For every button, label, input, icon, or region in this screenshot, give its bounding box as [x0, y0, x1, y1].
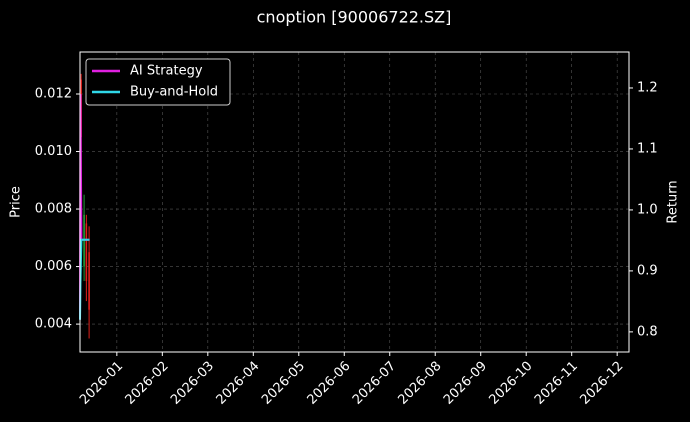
y2-tick-label: 0.9 — [637, 263, 658, 278]
y-tick-label: 0.006 — [35, 259, 72, 274]
legend-label: AI Strategy — [130, 64, 203, 79]
y2-tick-label: 1.0 — [637, 202, 658, 217]
plot-frame — [79, 51, 630, 353]
y2-tick-label: 0.8 — [637, 324, 658, 339]
legend-label: Buy-and-Hold — [130, 85, 218, 100]
y-tick-label: 0.012 — [35, 86, 72, 101]
y2-tick-label: 1.1 — [637, 141, 658, 156]
y-axis-label: Price — [9, 186, 24, 218]
candle-body — [85, 223, 88, 281]
y-tick-label: 0.004 — [35, 317, 72, 332]
candle-body — [88, 252, 90, 310]
chart-title: cnoption [90006722.SZ] — [257, 8, 452, 27]
legend-box — [85, 58, 231, 106]
legend: AI Strategy Buy-and-Hold — [85, 58, 231, 106]
y-tick-label: 0.008 — [35, 202, 72, 217]
y2-axis-label: Return — [666, 180, 681, 223]
y2-tick-label: 1.2 — [637, 80, 658, 95]
y-tick-label: 0.010 — [35, 144, 72, 159]
